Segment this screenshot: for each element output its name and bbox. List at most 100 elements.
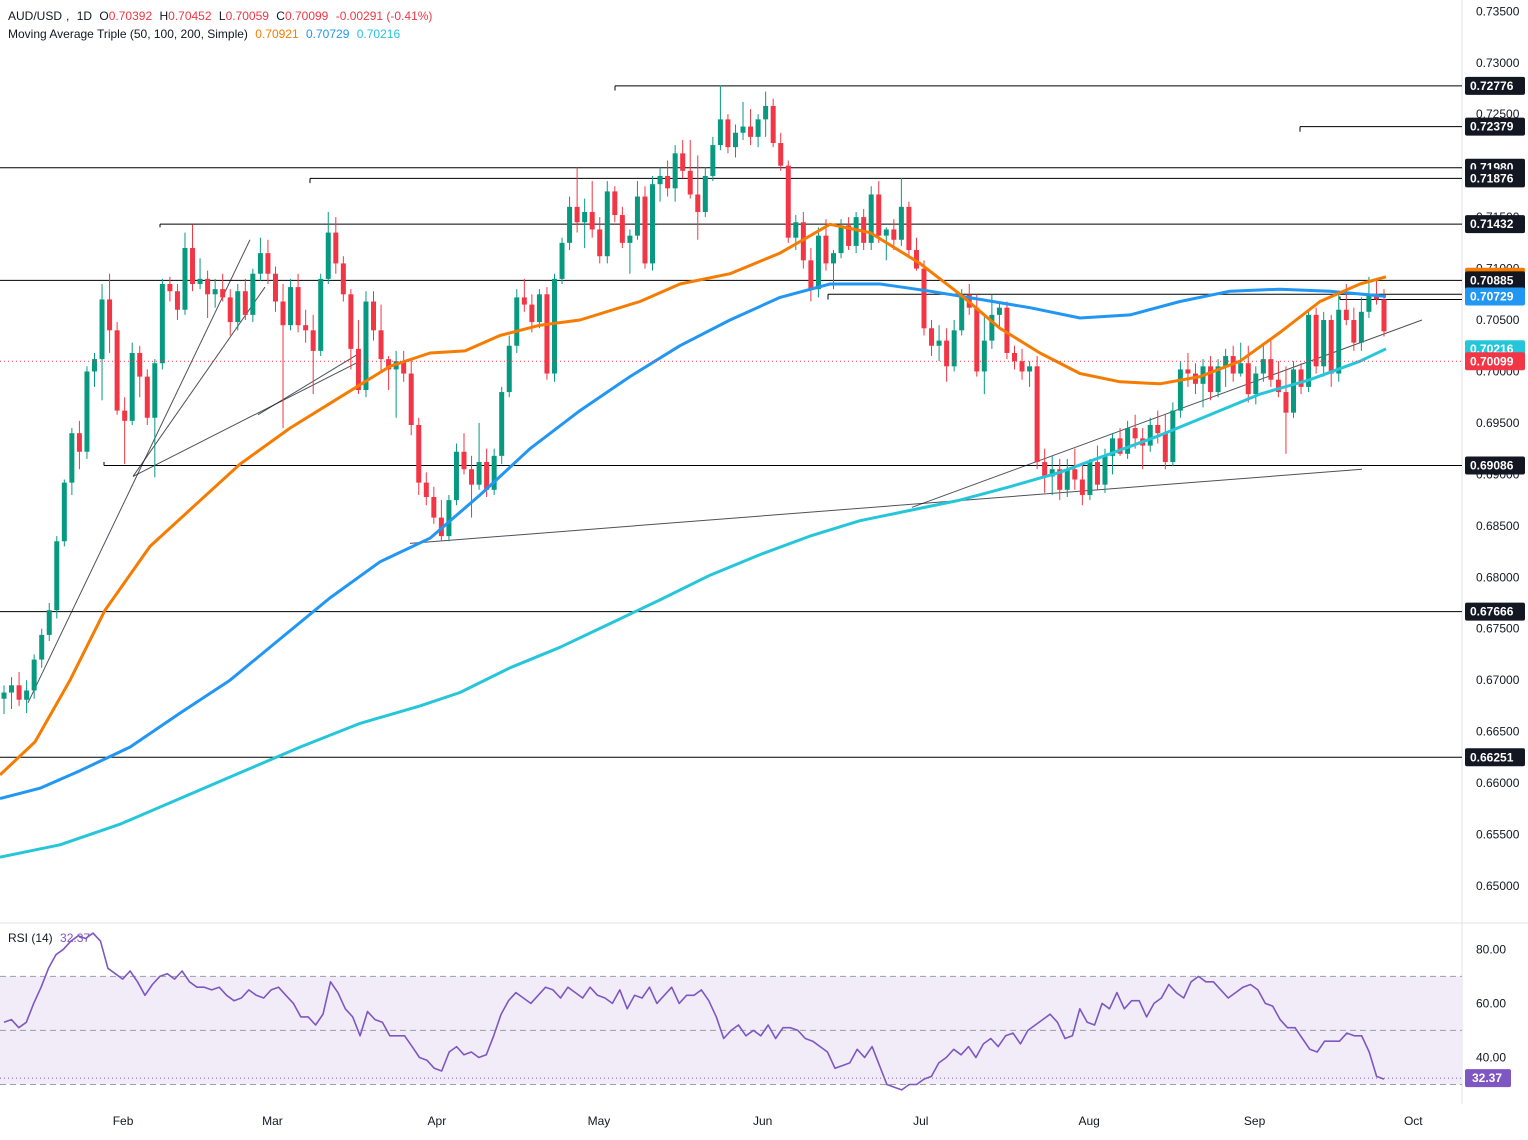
candle-body bbox=[898, 206, 904, 240]
candle-body bbox=[1042, 462, 1048, 477]
candle-body bbox=[318, 278, 324, 351]
candle-body bbox=[76, 433, 82, 452]
candle-body bbox=[1283, 392, 1289, 413]
candle-body bbox=[310, 330, 316, 351]
candle-body bbox=[521, 297, 527, 305]
candle-body bbox=[883, 229, 889, 236]
ma100-line bbox=[0, 282, 1387, 800]
time-tick-label: Oct bbox=[1404, 1114, 1423, 1128]
price-label-text: 0.72776 bbox=[1470, 79, 1514, 93]
candle-body bbox=[732, 132, 738, 148]
candle-body bbox=[325, 232, 331, 279]
candle-body bbox=[220, 289, 226, 298]
candle-body bbox=[1117, 438, 1123, 454]
candle-body bbox=[91, 359, 97, 372]
price-tick-label: 0.73000 bbox=[1476, 56, 1520, 70]
candle-body bbox=[461, 451, 467, 470]
price-label-box bbox=[1465, 271, 1525, 290]
legend-moving-average[interactable]: Moving Average Triple (50, 100, 200, Sim… bbox=[8, 27, 404, 41]
price-tick-label: 0.65000 bbox=[1476, 879, 1520, 893]
symbol-label[interactable]: AUD/USD bbox=[8, 9, 63, 23]
candle-body bbox=[793, 222, 799, 238]
candle-body bbox=[24, 690, 30, 700]
candle-body bbox=[303, 325, 309, 331]
candle-body bbox=[99, 299, 105, 360]
candle-body bbox=[469, 469, 475, 485]
candle-body bbox=[996, 307, 1002, 315]
candle-body bbox=[815, 235, 821, 290]
candle-body bbox=[891, 229, 897, 240]
candle-body bbox=[1260, 359, 1266, 374]
trend-line bbox=[409, 468, 1363, 544]
candle-body bbox=[951, 330, 957, 367]
high-label: H bbox=[159, 9, 169, 23]
candle-body bbox=[423, 482, 429, 498]
candle-body bbox=[9, 685, 15, 693]
candle-body bbox=[981, 340, 987, 372]
candle-body bbox=[1125, 428, 1131, 454]
candle-body bbox=[401, 361, 407, 374]
candle-body bbox=[785, 165, 791, 238]
candle-body bbox=[906, 206, 912, 251]
time-tick-label: May bbox=[588, 1114, 611, 1128]
timeframe-label[interactable]: 1D bbox=[76, 9, 93, 23]
legend-rsi[interactable]: RSI (14) 32.37 bbox=[8, 931, 94, 945]
candle-body bbox=[1343, 309, 1349, 321]
candle-body bbox=[567, 206, 573, 243]
price-label-box bbox=[1465, 117, 1525, 136]
candle-body bbox=[197, 278, 203, 285]
candle-body bbox=[876, 194, 882, 236]
candle-body bbox=[1336, 309, 1342, 374]
candle-body bbox=[144, 376, 150, 418]
candle-body bbox=[1306, 314, 1312, 387]
candle-body bbox=[853, 217, 859, 246]
candle-body bbox=[506, 345, 512, 393]
candle-body bbox=[431, 497, 437, 518]
candle-body bbox=[604, 191, 610, 257]
candle-body bbox=[137, 352, 143, 377]
candle-body bbox=[340, 263, 346, 295]
trend-line bbox=[257, 352, 361, 416]
price-label-text: 0.70729 bbox=[1470, 289, 1514, 303]
candle-body bbox=[514, 297, 520, 346]
open-label: O bbox=[99, 9, 109, 23]
time-tick-label: Sep bbox=[1244, 1114, 1266, 1128]
close-value: 0.70099 bbox=[284, 9, 329, 23]
candle-body bbox=[559, 242, 565, 279]
candle-body bbox=[1208, 366, 1214, 393]
price-label-text: 0.66251 bbox=[1470, 750, 1514, 764]
candle-body bbox=[348, 294, 354, 349]
candle-body bbox=[748, 126, 754, 137]
candle-body bbox=[129, 352, 135, 421]
candle-body bbox=[913, 250, 919, 269]
ma200-value: 0.70216 bbox=[356, 27, 401, 41]
candle-body bbox=[1185, 369, 1191, 374]
candle-body bbox=[61, 482, 67, 542]
candle-body bbox=[1162, 433, 1168, 463]
candle-body bbox=[597, 229, 603, 257]
candle-body bbox=[107, 299, 113, 331]
close-label: C bbox=[276, 9, 285, 23]
candle-body bbox=[242, 291, 248, 315]
candle-body bbox=[1298, 369, 1304, 387]
candle-body bbox=[122, 410, 128, 421]
trend-line bbox=[911, 319, 1423, 508]
rsi-tick-label: 60.00 bbox=[1476, 996, 1506, 1010]
candle-body bbox=[1223, 356, 1229, 367]
candle-body bbox=[54, 541, 60, 611]
candle-body bbox=[627, 235, 633, 243]
price-label-box bbox=[1465, 76, 1525, 95]
ma-title: Moving Average Triple (50, 100, 200, Sim… bbox=[8, 27, 248, 41]
price-tick-label: 0.68000 bbox=[1476, 570, 1520, 584]
candle-body bbox=[1049, 469, 1055, 477]
candle-body bbox=[288, 287, 294, 326]
candle-body bbox=[1079, 479, 1085, 495]
ma100-value: 0.70729 bbox=[306, 27, 350, 41]
candle-body bbox=[39, 634, 45, 660]
candle-body bbox=[619, 215, 625, 243]
candle-body bbox=[831, 253, 837, 264]
rsi-tick-label: 40.00 bbox=[1476, 1050, 1506, 1064]
candle-body bbox=[650, 184, 656, 264]
candle-body bbox=[974, 307, 980, 372]
